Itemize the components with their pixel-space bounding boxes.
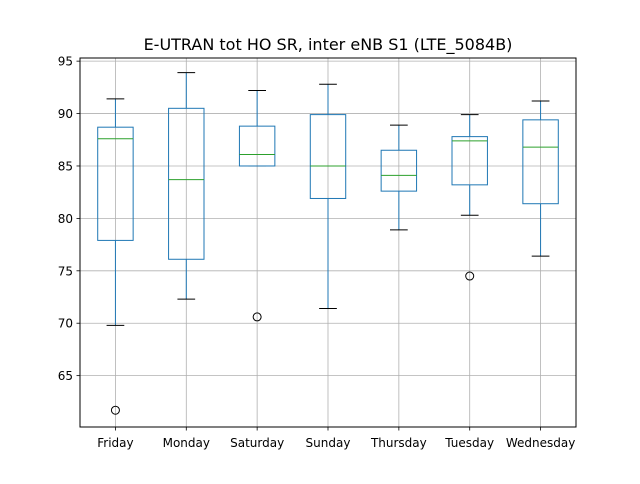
y-tick-label: 80 — [58, 212, 73, 226]
outlier-point — [252, 312, 262, 322]
box-friday — [97, 98, 134, 415]
box-sunday — [309, 83, 347, 310]
iqr-box — [451, 136, 488, 186]
x-tick-label: Monday — [163, 436, 210, 450]
iqr-box — [168, 107, 205, 260]
box-tuesday — [451, 114, 488, 281]
box-series — [97, 72, 559, 415]
x-tick-label: Thursday — [370, 436, 427, 450]
y-tick-label: 85 — [58, 159, 73, 173]
y-tick-label: 65 — [58, 369, 73, 383]
iqr-box — [309, 114, 347, 199]
box-wednesday — [522, 100, 559, 257]
iqr-box — [97, 126, 134, 241]
iqr-box — [238, 125, 276, 167]
x-tick-label: Saturday — [230, 436, 284, 450]
x-tick-label: Tuesday — [444, 436, 494, 450]
y-tick-label: 90 — [58, 107, 73, 121]
x-tick-label: Friday — [97, 436, 133, 450]
y-tick-label: 70 — [58, 317, 73, 331]
box-monday — [168, 72, 205, 300]
x-tick-label: Sunday — [306, 436, 351, 450]
outlier-point — [465, 271, 475, 281]
outlier-point — [110, 405, 120, 415]
box-thursday — [380, 124, 418, 231]
y-tick-label: 75 — [58, 264, 73, 278]
iqr-box — [522, 119, 559, 205]
chart-title: E-UTRAN tot HO SR, inter eNB S1 (LTE_508… — [144, 35, 513, 55]
x-tick-label: Wednesday — [506, 436, 575, 450]
iqr-box — [380, 149, 418, 192]
axes: 65 70 75 80 85 90 95 Friday Monday Saturday Sunday… — [58, 55, 576, 450]
box-saturday — [238, 89, 276, 322]
y-tick-label: 95 — [58, 55, 73, 69]
